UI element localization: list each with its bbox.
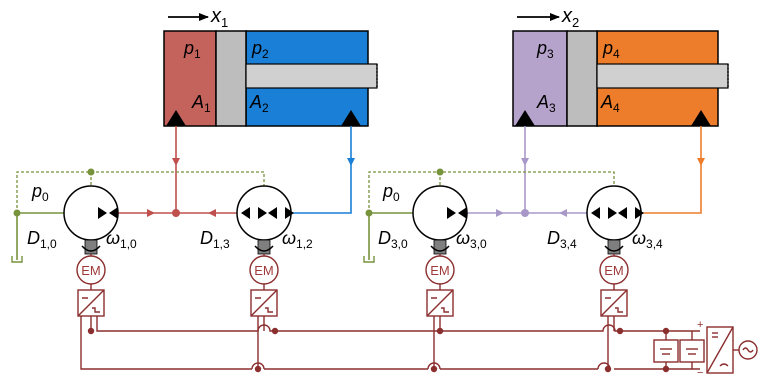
rod-1 [245,63,378,89]
junction-p1 [172,209,180,217]
w30-label: ω3,0 [456,228,487,251]
pump-3-4 [586,185,644,255]
em-label: EM [254,263,274,278]
tank-symbol-2 [363,256,375,263]
port-a3-marker [515,110,535,126]
tank-junction-2 [365,209,373,217]
a3-label: A3 [536,92,556,115]
a4-label: A4 [600,92,620,115]
chamber-p3 [512,30,568,127]
pump-triangle-icon [635,207,644,219]
flow-arrow-p1-down [172,158,180,166]
flow-arrow-p3-right [559,209,567,217]
tank-junction-1 [13,209,21,217]
battery-icon [679,339,705,363]
em-label: EM [430,263,450,278]
electric-drive-3-0: EM [425,254,455,331]
junction-p3 [521,209,529,217]
hydraulic-lines-2 [363,126,705,263]
pump-triangle-icon [98,207,107,219]
flow-arrow-p1-left [147,209,155,217]
d13-label: D1,3 [200,228,230,251]
pump-shaft [433,239,447,255]
a2-label: A2 [249,92,269,115]
rotation-arrow-icon [604,245,624,252]
tank-line-dashed-2 [368,171,615,213]
energy-storage [653,331,705,369]
port-a1-marker [166,110,186,126]
rotation-arrow-icon [254,245,274,252]
dc-bus [80,316,700,370]
p1-label: p1 [183,38,201,61]
pump-triangle-icon [258,207,267,219]
tank-junction-top-2 [436,168,444,176]
hydraulic-lines-1 [11,126,355,263]
pump-triangle-icon [109,207,118,219]
supply-minus-label: − [697,367,703,376]
pump-triangle-icon [608,207,617,219]
line-p2 [291,126,352,214]
pump-triangle-icon [285,207,294,219]
pump-1-0 [63,185,119,255]
em-label: EM [604,263,624,278]
electric-drive-3-4: EM [599,254,629,331]
bus-junctions [87,327,670,373]
w34-label: ω3,4 [632,228,663,251]
p3-label: p3 [536,38,554,61]
x2-label: x2 [561,5,579,30]
flow-arrow-p1-right [208,209,216,217]
pump-shaft [257,239,271,255]
rod-2 [596,63,729,89]
pump-shaft [607,239,621,255]
w10-label: ω1,0 [106,228,137,251]
flow-arrow-p3-down [521,158,529,166]
piston-2 [566,30,598,127]
p2-label: p2 [251,38,269,61]
flow-arrow-p4-down [697,158,705,166]
flow-arrow-p2-down [347,158,355,166]
dc-bus-positive-rail [96,316,700,332]
w12-label: ω1,2 [282,228,313,251]
flow-arrow-p3-left [496,209,504,217]
cylinder-2: x2 p3 A3 p4 A4 [512,5,729,127]
port-a4-marker [691,110,711,126]
grid-converter [706,326,758,374]
pump-1-3 [236,185,294,255]
electric-drive-1-0: EM [76,254,106,331]
p0-label-2: p0 [382,181,400,204]
line-p4 [640,126,702,214]
capacitor-icon [653,339,679,363]
rotation-arrow-icon [81,245,101,252]
pump-triangle-icon [447,207,456,219]
tank-symbol-1 [11,256,23,263]
electric-drive-1-2: EM [249,254,279,331]
pump-triangle-icon [241,207,250,219]
port-a2-marker [341,110,361,126]
x1-label: x1 [210,5,228,30]
d34-label: D3,4 [547,228,577,251]
d10-label: D1,0 [27,228,57,251]
pump-shaft [84,239,98,255]
cylinder-1: x1 p1 A1 p2 A2 [163,5,378,127]
supply-plus-label: + [697,319,703,331]
tank-line-dashed-1 [16,171,265,213]
pump-triangle-icon [458,207,467,219]
p4-label: p4 [602,38,620,61]
em-label: EM [81,263,101,278]
a1-label: A1 [191,92,211,115]
d30-label: D3,0 [378,228,408,251]
tank-junction-top-1 [87,168,95,176]
rotation-arrow-icon [430,245,450,252]
pump-triangle-icon [591,207,600,219]
pump-triangle-icon [618,207,627,219]
p0-label-1: p0 [31,181,49,204]
piston-1 [215,30,247,127]
pump-triangle-icon [268,207,277,219]
dc-bus-negative-rail [80,316,700,370]
